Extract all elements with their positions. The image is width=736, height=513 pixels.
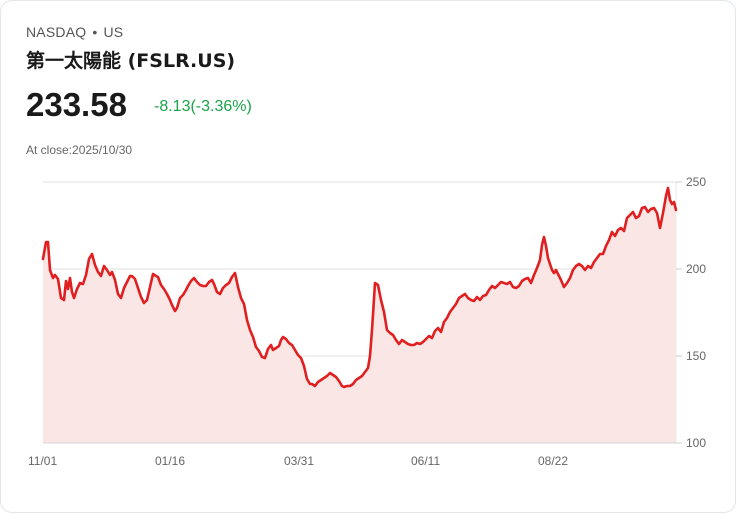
y-tick-label: 100	[686, 436, 706, 450]
x-axis-labels: 11/01 01/16 03/31 06/11 08/22	[28, 454, 568, 468]
price-change: -8.13(-3.36%)	[154, 98, 252, 115]
region-name: US	[103, 24, 124, 40]
separator-dot: •	[92, 24, 98, 40]
price-line	[41, 186, 678, 389]
exchange-name: NASDAQ	[26, 24, 87, 40]
exchange-label: NASDAQ • US	[26, 24, 123, 40]
x-tick-label: 01/16	[155, 454, 185, 468]
y-tick-label: 150	[686, 349, 706, 363]
x-tick-label: 06/11	[411, 454, 440, 468]
current-price: 233.58	[26, 86, 127, 123]
x-tick-label: 03/31	[284, 454, 314, 468]
x-tick-label: 08/22	[538, 454, 568, 468]
stock-title: 第一太陽能 (FSLR.US)	[26, 50, 236, 72]
y-tick-label: 200	[686, 262, 706, 276]
y-tick-label: 250	[686, 175, 706, 189]
x-tick-label: 11/01	[28, 454, 57, 468]
price-area-fill	[43, 188, 676, 443]
y-axis-ticks: 250 200 150 100	[676, 175, 706, 450]
close-date: At close:2025/10/30	[26, 143, 133, 157]
